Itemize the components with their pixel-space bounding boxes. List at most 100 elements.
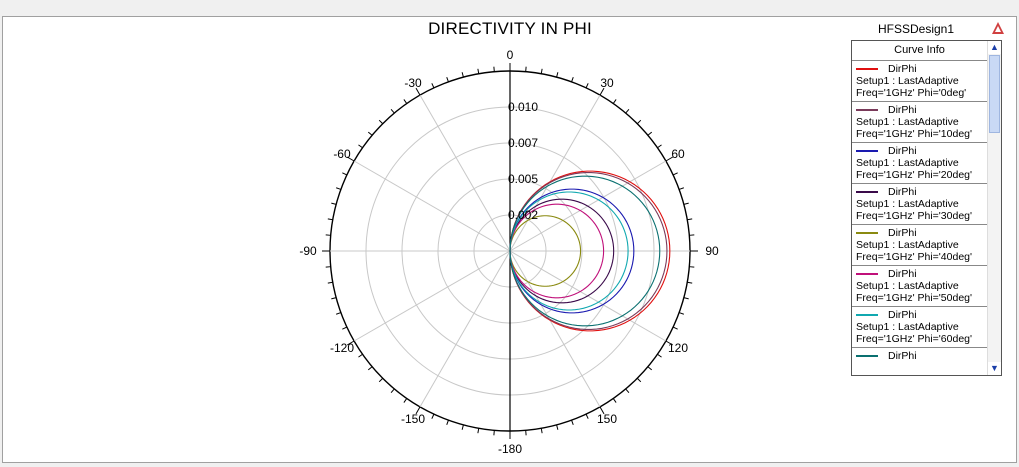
legend-row: DirPhi <box>856 104 987 116</box>
angle-tick <box>390 388 395 394</box>
legend-text: Setup1 : LastAdaptive <box>856 239 959 251</box>
legend-title: Curve Info <box>852 41 987 61</box>
grid-spoke <box>509 250 601 408</box>
angle-tick-label: -30 <box>404 76 422 90</box>
scroll-down-icon[interactable]: ▼ <box>988 362 1001 375</box>
legend-series-name: DirPhi <box>888 186 917 198</box>
angle-tick <box>327 281 333 284</box>
series-curve[interactable] <box>509 170 671 332</box>
series-curve[interactable] <box>509 191 629 311</box>
angle-tick <box>431 413 435 419</box>
angle-tick <box>446 76 449 83</box>
angle-tick <box>335 187 342 190</box>
design-name: HFSSDesign1 <box>878 22 955 36</box>
legend-text: Setup1 : LastAdaptive <box>856 321 959 333</box>
angle-tick <box>585 83 589 89</box>
angle-tick <box>378 119 384 125</box>
angle-tick <box>342 326 348 330</box>
angle-tick <box>390 108 395 114</box>
radial-tick-label: 0.010 <box>508 100 538 114</box>
legend-text: Setup1 : LastAdaptive <box>856 157 959 169</box>
angle-tick-label: 90 <box>705 244 719 258</box>
legend-entry[interactable]: DirPhi Setup1 : LastAdaptive Freq='1GHz' P… <box>852 266 987 307</box>
angle-tick <box>540 68 543 74</box>
legend-text: Freq='1GHz' Phi='10deg' <box>856 128 973 140</box>
radial-tick-label: 0.005 <box>508 172 538 186</box>
angle-tick <box>647 131 653 136</box>
angle-tick <box>687 218 693 221</box>
angle-tick-label: 30 <box>600 76 614 90</box>
series-curve[interactable] <box>509 198 615 304</box>
polar-grid <box>322 63 698 439</box>
legend-entry[interactable]: DirPhi Setup1 : LastAdaptive Freq='1GHz' P… <box>852 102 987 143</box>
legend-entries: DirPhi Setup1 : LastAdaptive Freq='1GHz' P… <box>852 61 1001 375</box>
legend-series-name: DirPhi <box>888 268 917 280</box>
legend-entry[interactable]: DirPhi <box>852 348 987 375</box>
series-curve[interactable] <box>509 188 635 314</box>
angle-tick <box>636 377 642 383</box>
angle-tick <box>358 144 363 149</box>
legend-swatch <box>856 68 878 70</box>
scroll-up-icon[interactable]: ▲ <box>988 41 1001 54</box>
angle-tick <box>367 131 373 136</box>
legend-row: DirPhi <box>856 186 987 198</box>
legend-entry[interactable]: DirPhi Setup1 : LastAdaptive Freq='1GHz' P… <box>852 143 987 184</box>
legend-row: DirPhi <box>856 309 987 321</box>
legend-text: Freq='1GHz' Phi='50deg' <box>856 292 973 304</box>
legend-text: Freq='1GHz' Phi='20deg' <box>856 169 973 181</box>
angle-tick-label: 0 <box>507 48 514 62</box>
angle-tick <box>687 281 693 284</box>
legend-scrollbar[interactable]: ▲ ▼ <box>987 41 1001 375</box>
legend-entry[interactable]: DirPhi Setup1 : LastAdaptive Freq='1GHz' P… <box>852 307 987 348</box>
legend-series-name: DirPhi <box>888 63 917 75</box>
legend-text: Setup1 : LastAdaptive <box>856 75 959 87</box>
legend-text: Freq='1GHz' Phi='0deg' <box>856 87 967 99</box>
angle-tick-label: 150 <box>597 412 617 426</box>
legend-row: DirPhi <box>856 350 987 362</box>
legend-row: DirPhi <box>856 63 987 75</box>
series-curve[interactable] <box>509 172 668 330</box>
series-curve[interactable] <box>509 175 661 327</box>
angle-tick <box>477 428 480 434</box>
angle-tick-label: -60 <box>333 147 351 161</box>
angle-tick <box>556 424 559 430</box>
legend-text: Freq='1GHz' Phi='40deg' <box>856 251 973 263</box>
legend-swatch <box>856 109 878 111</box>
angle-tick <box>415 406 421 415</box>
angle-tick-label: -180 <box>498 442 522 456</box>
legend-text: Freq='1GHz' Phi='60deg' <box>856 333 973 345</box>
angle-tick-label: -120 <box>330 341 354 355</box>
series-curve[interactable] <box>509 203 605 299</box>
angle-tick <box>403 398 408 403</box>
angle-tick <box>367 366 373 371</box>
legend-swatch <box>856 150 878 152</box>
angle-tick <box>683 297 689 300</box>
angle-tick-label: 120 <box>668 341 688 355</box>
chart-title: DIRECTIVITY IN PHI <box>428 19 592 38</box>
angle-tick <box>327 218 333 221</box>
scroll-thumb[interactable] <box>989 55 1000 133</box>
curve-info-legend[interactable]: Curve Info DirPhi Setup1 : LastAdaptive Fr… <box>851 40 1002 376</box>
hfss-logo-icon <box>992 22 1004 34</box>
legend-entry[interactable]: DirPhi Setup1 : LastAdaptive Freq='1GHz' P… <box>852 184 987 225</box>
angle-tick <box>647 366 653 371</box>
legend-row: DirPhi <box>856 145 987 157</box>
angle-tick <box>461 72 464 78</box>
legend-entry[interactable]: DirPhi Setup1 : LastAdaptive Freq='1GHz' P… <box>852 61 987 102</box>
legend-text: Setup1 : LastAdaptive <box>856 198 959 210</box>
legend-text: Setup1 : LastAdaptive <box>856 116 959 128</box>
grid-spoke <box>419 94 511 252</box>
legend-text: Freq='1GHz' Phi='30deg' <box>856 210 973 222</box>
angle-tick <box>599 87 605 96</box>
angle-tick <box>678 312 685 315</box>
angle-tick <box>378 377 384 383</box>
radial-tick-label: 0.002 <box>508 208 538 222</box>
angle-tick <box>672 172 678 176</box>
legend-entry[interactable]: DirPhi Setup1 : LastAdaptive Freq='1GHz' P… <box>852 225 987 266</box>
angle-tick <box>346 340 355 346</box>
angle-tick <box>446 419 449 426</box>
curve-layer <box>509 170 671 332</box>
angle-tick <box>461 424 464 430</box>
series-curve[interactable] <box>509 215 582 287</box>
